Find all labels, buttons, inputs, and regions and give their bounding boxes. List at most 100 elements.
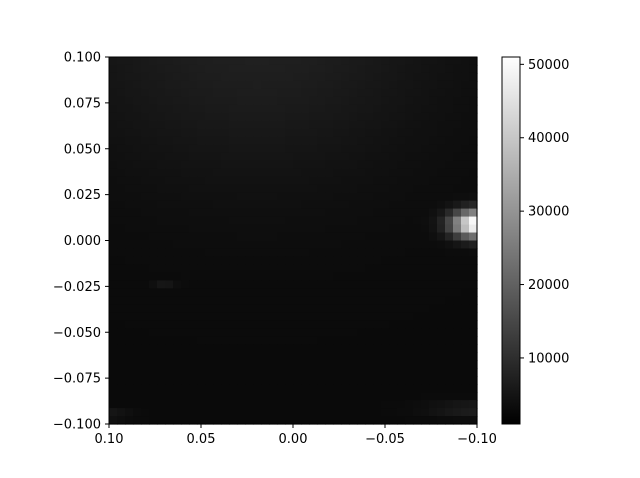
- heatmap-cell: [405, 168, 414, 178]
- heatmap-cell: [413, 160, 422, 170]
- heatmap-cell: [357, 152, 366, 162]
- heatmap-cell: [357, 328, 366, 337]
- heatmap-cell: [181, 288, 190, 297]
- heatmap-cell: [213, 192, 222, 202]
- heatmap-cell: [213, 80, 222, 90]
- heatmap-cell: [213, 272, 222, 281]
- heatmap-cell: [229, 408, 238, 417]
- heatmap-cell: [413, 264, 422, 274]
- heatmap-cell: [429, 256, 438, 266]
- heatmap-cell: [237, 336, 246, 345]
- heatmap-cell: [245, 352, 254, 361]
- heatmap-cell: [357, 160, 366, 170]
- heatmap-cell: [213, 408, 222, 417]
- heatmap-cell: [229, 160, 238, 170]
- heatmap-cell: [453, 144, 462, 154]
- heatmap-cell: [173, 216, 182, 226]
- heatmap-cell: [157, 136, 166, 146]
- heatmap-cell: [173, 408, 182, 417]
- heatmap-cell: [333, 72, 342, 82]
- heatmap-cell: [461, 248, 470, 258]
- heatmap-cell: [261, 240, 270, 250]
- heatmap-cell: [309, 64, 318, 74]
- heatmap-cell: [317, 128, 326, 138]
- heatmap-cell: [109, 80, 118, 90]
- heatmap-cell: [197, 296, 206, 305]
- heatmap-cell: [133, 336, 142, 345]
- heatmap-cell: [301, 120, 310, 130]
- heatmap-cell: [317, 368, 326, 377]
- heatmap-cell: [229, 64, 238, 74]
- heatmap-cell: [205, 304, 214, 313]
- heatmap-cell: [189, 224, 198, 234]
- heatmap-cell: [237, 320, 246, 329]
- heatmap-cell: [133, 168, 142, 178]
- heatmap-cell: [381, 296, 390, 305]
- heatmap-cell: [437, 216, 446, 226]
- heatmap-cell: [205, 240, 214, 250]
- heatmap-cell: [445, 360, 454, 369]
- heatmap-cell: [237, 200, 246, 210]
- heatmap-cell: [237, 352, 246, 361]
- heatmap-cell: [205, 120, 214, 130]
- heatmap-cell: [117, 384, 126, 393]
- heatmap-cell: [445, 304, 454, 313]
- heatmap-cell: [205, 176, 214, 186]
- heatmap-cell: [125, 224, 134, 234]
- heatmap-cell: [109, 208, 118, 218]
- heatmap-cell: [261, 96, 270, 106]
- heatmap-cell: [309, 312, 318, 321]
- heatmap-cell: [173, 160, 182, 170]
- heatmap-cell: [437, 120, 446, 130]
- heatmap-cell: [365, 224, 374, 234]
- heatmap-cell: [277, 392, 286, 401]
- heatmap-cell: [373, 272, 382, 281]
- heatmap-cell: [469, 328, 478, 337]
- heatmap-cell: [429, 160, 438, 170]
- heatmap-cell: [213, 120, 222, 130]
- heatmap-cell: [429, 120, 438, 130]
- heatmap-cell: [317, 248, 326, 258]
- heatmap-cell: [269, 88, 278, 98]
- heatmap-cell: [301, 152, 310, 162]
- heatmap-cell: [389, 368, 398, 377]
- heatmap-cell: [245, 248, 254, 258]
- heatmap-cell: [173, 304, 182, 313]
- heatmap-cell: [309, 224, 318, 234]
- heatmap-cell: [165, 408, 174, 417]
- heatmap-cell: [389, 80, 398, 90]
- heatmap-cell: [445, 216, 454, 226]
- heatmap-cell: [341, 57, 350, 66]
- heatmap-cell: [269, 408, 278, 417]
- heatmap-cell: [277, 200, 286, 210]
- heatmap-cell: [373, 104, 382, 114]
- heatmap-cell: [189, 72, 198, 82]
- heatmap-cell: [405, 104, 414, 114]
- heatmap-cell: [453, 336, 462, 345]
- heatmap-cell: [469, 400, 478, 409]
- heatmap-cell: [229, 184, 238, 194]
- heatmap-cell: [469, 256, 478, 266]
- heatmap-cell: [365, 272, 374, 281]
- heatmap-cell: [325, 264, 334, 274]
- heatmap-cell: [205, 272, 214, 281]
- heatmap-cell: [109, 144, 118, 154]
- heatmap-cell: [389, 416, 398, 425]
- heatmap-cell: [341, 224, 350, 234]
- heatmap-cell: [117, 176, 126, 186]
- heatmap-cell: [157, 416, 166, 425]
- heatmap-cell: [181, 200, 190, 210]
- heatmap-cell: [189, 216, 198, 226]
- heatmap-cell: [421, 216, 430, 226]
- heatmap-cell: [117, 160, 126, 170]
- heatmap-cell: [221, 288, 230, 297]
- heatmap-cell: [333, 88, 342, 98]
- heatmap-cell: [157, 152, 166, 162]
- heatmap-cell: [405, 176, 414, 186]
- heatmap-cell: [285, 232, 294, 242]
- heatmap-cell: [445, 296, 454, 305]
- heatmap-cell: [469, 312, 478, 321]
- heatmap-cell: [349, 176, 358, 186]
- y-tick-label: 0.000: [64, 234, 101, 249]
- heatmap-cell: [197, 80, 206, 90]
